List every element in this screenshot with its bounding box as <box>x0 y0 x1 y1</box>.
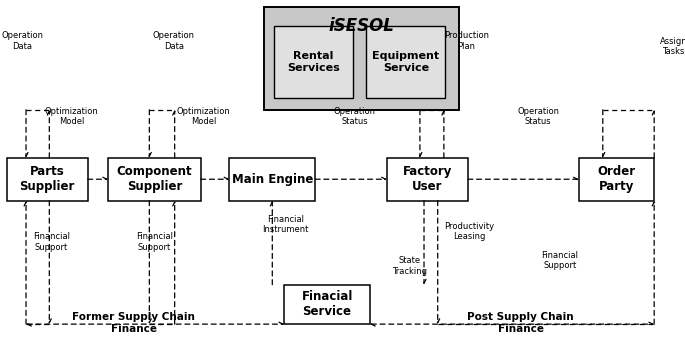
Bar <box>366 26 445 98</box>
Text: Optimization
Model: Optimization Model <box>45 107 98 126</box>
Text: Parts
Supplier: Parts Supplier <box>20 165 75 193</box>
Text: Financial
Support: Financial Support <box>33 232 70 251</box>
Bar <box>579 158 654 201</box>
Text: Finacial
Service: Finacial Service <box>301 291 353 318</box>
Text: Component
Supplier: Component Supplier <box>116 165 192 193</box>
Text: Production
Plan: Production Plan <box>444 32 489 51</box>
Bar <box>264 7 459 110</box>
Text: Former Supply Chain
Finance: Former Supply Chain Finance <box>72 312 195 334</box>
Text: Operation
Status: Operation Status <box>334 107 375 126</box>
Bar <box>284 285 370 324</box>
Bar <box>229 158 315 201</box>
Text: Financial
Support: Financial Support <box>136 232 173 251</box>
Text: Financial
Instrument: Financial Instrument <box>262 215 309 234</box>
Text: Post Supply Chain
Finance: Post Supply Chain Finance <box>467 312 574 334</box>
Text: Order
Party: Order Party <box>597 165 636 193</box>
Bar <box>108 158 201 201</box>
Bar <box>274 26 353 98</box>
Text: Factory
User: Factory User <box>403 165 452 193</box>
Text: iSESOL: iSESOL <box>328 17 395 35</box>
Text: Main Engine: Main Engine <box>232 173 313 186</box>
Text: Optimization
Model: Optimization Model <box>177 107 230 126</box>
Bar <box>387 158 468 201</box>
Text: State
Tracking: State Tracking <box>392 256 427 275</box>
Text: Financial
Support: Financial Support <box>541 251 578 270</box>
Text: Equipment
Service: Equipment Service <box>373 51 439 72</box>
Text: Operation
Data: Operation Data <box>153 32 195 51</box>
Text: Operation
Status: Operation Status <box>517 107 559 126</box>
Text: Assign
Tasks: Assign Tasks <box>660 37 685 56</box>
Text: Operation
Data: Operation Data <box>1 32 43 51</box>
Text: Productivity
Leasing: Productivity Leasing <box>444 222 494 241</box>
Text: Rental
Services: Rental Services <box>287 51 340 72</box>
Bar <box>7 158 88 201</box>
